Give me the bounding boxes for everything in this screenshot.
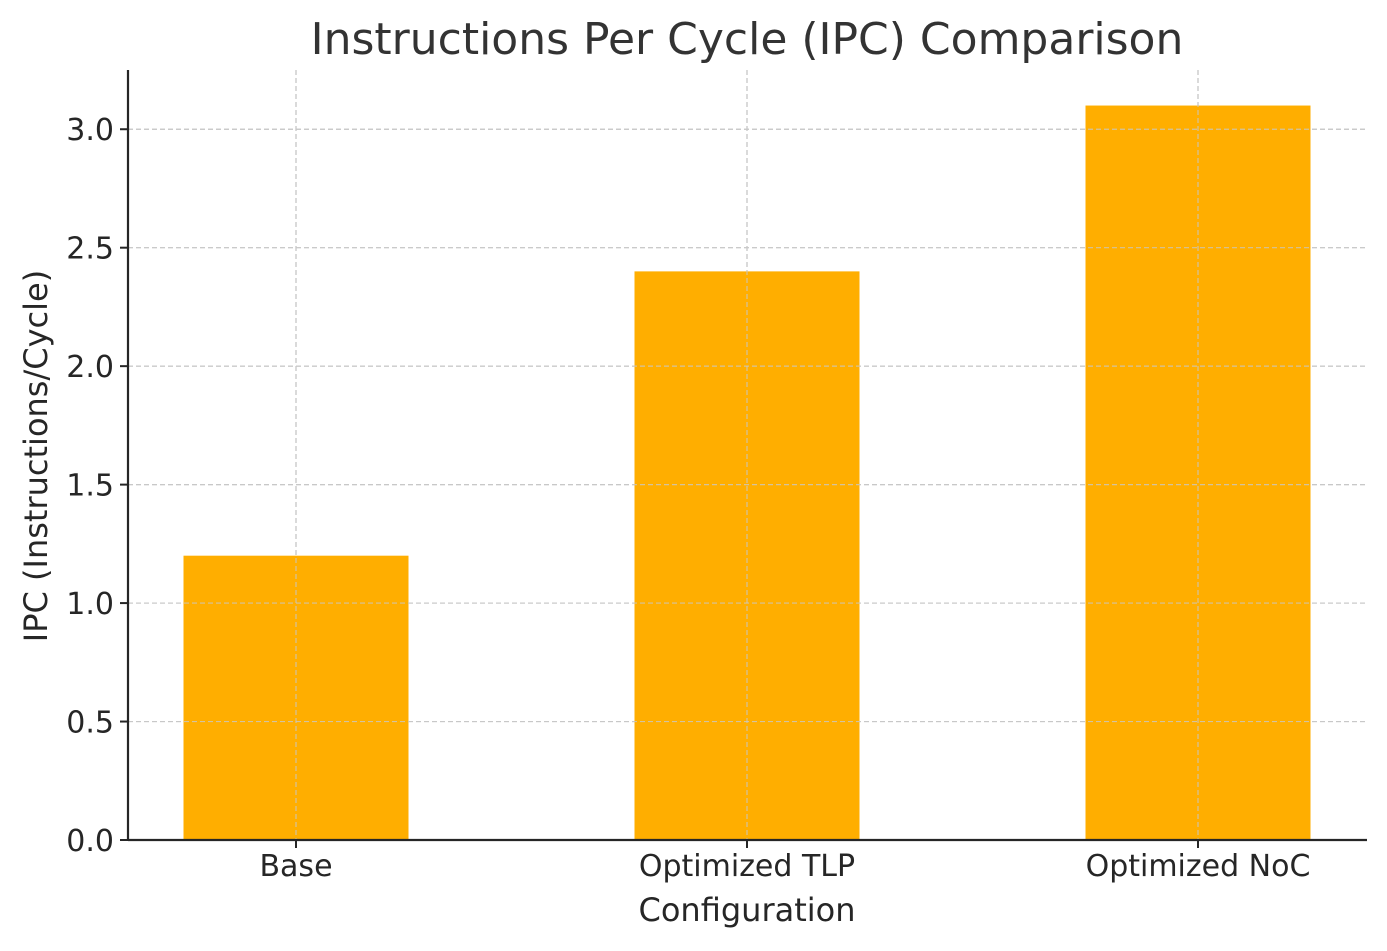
labels-layer: Instructions Per Cycle (IPC) Comparison …	[17, 14, 1183, 929]
chart-title: Instructions Per Cycle (IPC) Comparison	[311, 14, 1184, 65]
y-tick-label: 2.0	[66, 350, 114, 385]
y-tick-label: 0.0	[66, 824, 114, 859]
y-tick-label: 0.5	[66, 706, 114, 741]
x-tick-label: Base	[259, 849, 332, 884]
axes-layer: 0.0 0.5 1.0 1.5 2.0 2.5 3.0 Base Optimized TLP Op…	[66, 70, 1367, 884]
bars-layer	[128, 70, 1367, 841]
x-axis-label: Configuration	[638, 891, 855, 929]
y-tick-label: 3.0	[66, 113, 114, 148]
x-tick-label: Optimized TLP	[639, 849, 855, 884]
y-tick-label: 1.5	[66, 469, 114, 504]
y-axis-label: IPC (Instructions/Cycle)	[17, 270, 55, 642]
y-tick-label: 1.0	[66, 587, 114, 622]
y-tick-label: 2.5	[66, 232, 114, 267]
x-tick-label: Optimized NoC	[1086, 849, 1311, 884]
